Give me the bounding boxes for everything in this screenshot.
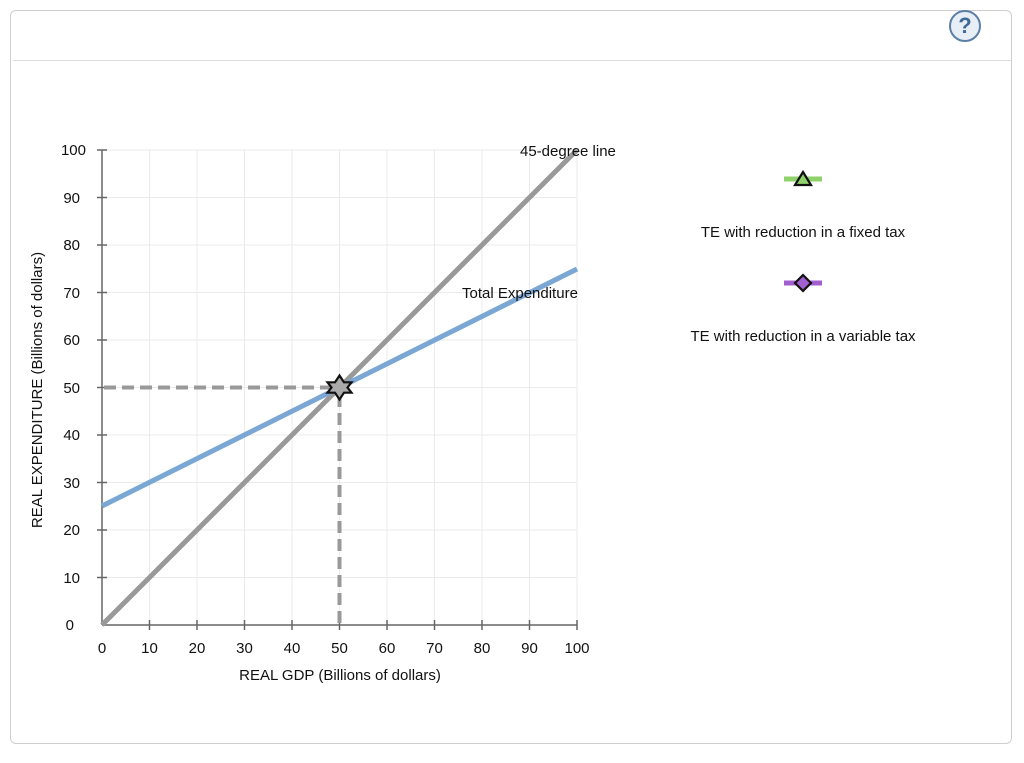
svg-text:70: 70 <box>63 285 80 302</box>
triangle-icon <box>793 169 813 187</box>
svg-text:90: 90 <box>521 640 538 657</box>
svg-text:60: 60 <box>379 640 396 657</box>
svg-text:30: 30 <box>236 640 253 657</box>
svg-text:20: 20 <box>189 640 206 657</box>
svg-text:50: 50 <box>63 380 80 397</box>
svg-text:90: 90 <box>63 190 80 207</box>
y-axis-label: REAL EXPENDITURE (Billions of dollars) <box>29 252 46 528</box>
svg-text:100: 100 <box>61 142 86 159</box>
svg-text:70: 70 <box>426 640 443 657</box>
svg-text:10: 10 <box>141 640 158 657</box>
svg-text:0: 0 <box>66 617 74 634</box>
svg-text:80: 80 <box>474 640 491 657</box>
header-divider <box>13 60 1011 61</box>
forty-five-degree-label: 45-degree line <box>520 143 616 160</box>
diamond-icon <box>793 273 813 293</box>
svg-text:40: 40 <box>284 640 301 657</box>
legend-fixed-tax-marker[interactable] <box>784 169 822 187</box>
x-axis-label: REAL GDP (Billions of dollars) <box>239 667 441 684</box>
svg-text:20: 20 <box>63 522 80 539</box>
legend-variable-tax-marker[interactable] <box>784 273 822 293</box>
svg-text:100: 100 <box>564 640 589 657</box>
graph-panel <box>10 10 1012 744</box>
legend-variable-tax-label: TE with reduction in a variable tax <box>690 328 916 345</box>
svg-text:50: 50 <box>331 640 348 657</box>
y-tick-labels: 100 90 80 70 60 50 40 30 20 10 0 <box>61 142 86 634</box>
x-tick-labels: 0 10 20 30 40 50 60 70 80 90 100 <box>98 640 590 657</box>
help-button[interactable]: ? <box>949 10 981 42</box>
svg-text:0: 0 <box>98 640 106 657</box>
equilibrium-guides <box>104 385 342 623</box>
svg-text:80: 80 <box>63 237 80 254</box>
svg-text:40: 40 <box>63 427 80 444</box>
legend-fixed-tax-label: TE with reduction in a fixed tax <box>701 224 906 241</box>
svg-text:10: 10 <box>63 570 80 587</box>
svg-text:60: 60 <box>63 332 80 349</box>
svg-text:30: 30 <box>63 475 80 492</box>
equilibrium-star-icon[interactable] <box>325 373 354 402</box>
total-expenditure-label: Total Expenditure <box>462 285 578 302</box>
